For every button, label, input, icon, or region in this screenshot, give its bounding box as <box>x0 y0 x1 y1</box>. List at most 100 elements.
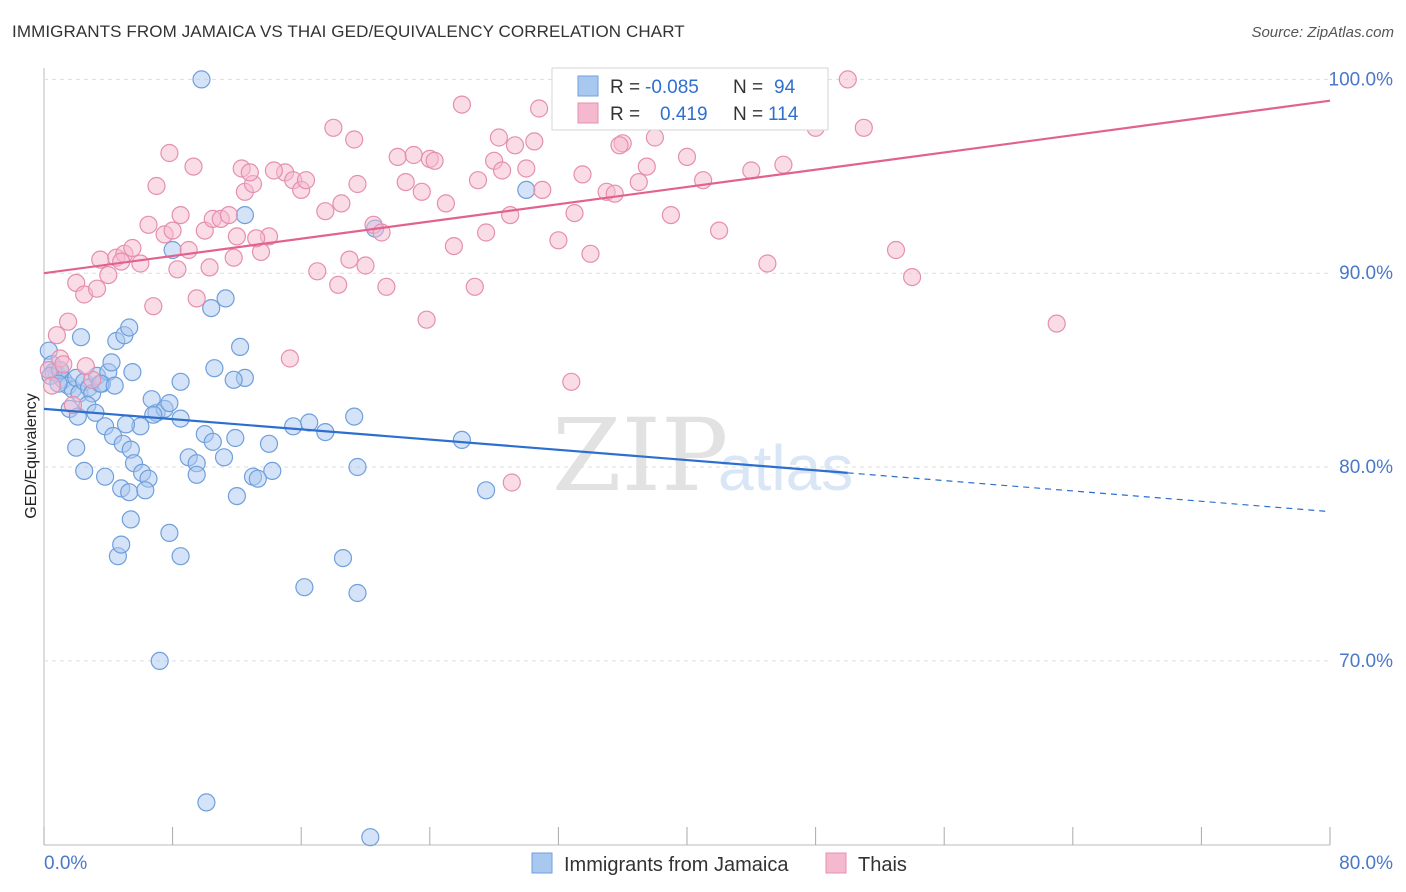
thais-point <box>886 240 906 260</box>
thais-point <box>123 238 142 258</box>
jamaica-point <box>517 180 536 199</box>
jamaica-point <box>105 376 124 395</box>
thais-point <box>444 237 463 256</box>
thais-point <box>637 157 656 176</box>
jamaica-point <box>136 481 155 500</box>
thais-point <box>1047 314 1066 333</box>
trend-line-jamaica-extension <box>847 472 1331 513</box>
x-tick-label-max: 80.0% <box>1339 853 1393 874</box>
jamaica-point <box>216 289 235 308</box>
thais-point <box>264 161 283 180</box>
jamaica-point <box>67 438 86 457</box>
thais-point <box>452 95 471 114</box>
thais-point <box>227 227 246 246</box>
jamaica-point <box>248 469 267 488</box>
thais-point <box>838 70 857 89</box>
jamaica-point <box>116 415 136 434</box>
thais-point <box>549 231 568 250</box>
thais-point <box>468 171 488 190</box>
jamaica-point <box>333 548 353 568</box>
thais-point <box>247 229 266 248</box>
thais-point <box>573 165 592 184</box>
jamaica-point <box>102 353 121 372</box>
thais-point <box>661 206 681 225</box>
thais-point <box>396 173 415 192</box>
jamaica-point <box>144 405 163 424</box>
thais-point <box>76 357 95 376</box>
legend-n-label-2: N = <box>733 104 763 125</box>
jamaica-point <box>348 583 367 603</box>
thais-point <box>139 215 158 234</box>
thais-point <box>171 206 190 225</box>
thais-point <box>144 297 163 316</box>
thais-point <box>533 180 552 199</box>
jamaica-point <box>197 793 216 812</box>
trend-line-jamaica <box>43 407 848 474</box>
thais-point <box>517 159 536 178</box>
jamaica-point <box>224 370 243 389</box>
thais-point <box>565 204 584 223</box>
thais-point <box>525 132 544 151</box>
jamaica-point <box>235 206 254 225</box>
thais-point <box>465 277 484 296</box>
legend-n-label-1: N = <box>733 77 763 98</box>
thais-point <box>240 163 259 182</box>
thais-point <box>332 194 351 213</box>
thais-point <box>412 182 431 201</box>
jamaica-point <box>150 651 169 671</box>
thais-point <box>417 310 436 329</box>
jamaica-point <box>214 448 234 467</box>
jamaica-point <box>348 457 367 477</box>
thais-point <box>677 147 697 166</box>
trend-lines <box>43 99 1331 513</box>
thais-point <box>629 173 648 192</box>
y-tick-label: 90.0% <box>1339 263 1393 284</box>
jamaica-point <box>205 359 224 378</box>
thais-point <box>200 258 219 277</box>
jamaica-point <box>361 828 380 847</box>
thais-point <box>854 118 873 137</box>
thais-point <box>42 376 62 395</box>
jamaica-point <box>452 430 471 449</box>
x-axis-ticks <box>43 827 1331 845</box>
jamaica-point <box>71 328 91 347</box>
thais-point <box>645 128 665 147</box>
thais-point <box>377 277 396 296</box>
thais-point <box>184 157 203 176</box>
bottom-legend-swatch-thais <box>825 852 847 874</box>
thais-point <box>224 248 243 267</box>
jamaica-point <box>75 461 94 480</box>
thais-point <box>348 174 367 194</box>
x-tick-label-min: 0.0% <box>44 853 87 874</box>
thais-point <box>493 161 512 180</box>
thais-point <box>388 147 407 166</box>
thais-point <box>477 223 496 242</box>
jamaica-point <box>95 467 115 486</box>
jamaica-point <box>171 372 190 391</box>
jamaica-point <box>263 461 282 480</box>
thais-point <box>562 372 581 391</box>
jamaica-point <box>120 483 139 502</box>
jamaica-point <box>203 432 222 451</box>
thais-point <box>505 136 525 155</box>
thais-point <box>356 256 375 275</box>
thais-point <box>87 279 107 298</box>
legend-r-value-2: 0.419 <box>660 104 708 125</box>
series-thais-points <box>39 70 1066 492</box>
legend-r-value-1: -0.085 <box>645 77 699 98</box>
bottom-legend-swatch-jamaica <box>531 852 553 874</box>
jamaica-point <box>160 523 179 543</box>
trend-line-thais <box>43 99 1331 275</box>
jamaica-point <box>295 578 314 597</box>
jamaica-point <box>120 318 139 337</box>
thais-point <box>758 254 777 273</box>
thais-point <box>168 260 187 279</box>
legend-n-value-1: 94 <box>774 77 796 98</box>
thais-point <box>404 145 423 165</box>
thais-point <box>54 355 73 374</box>
thais-point <box>345 130 364 149</box>
thais-point <box>147 176 166 196</box>
thais-point <box>160 143 179 163</box>
jamaica-point <box>345 407 364 426</box>
